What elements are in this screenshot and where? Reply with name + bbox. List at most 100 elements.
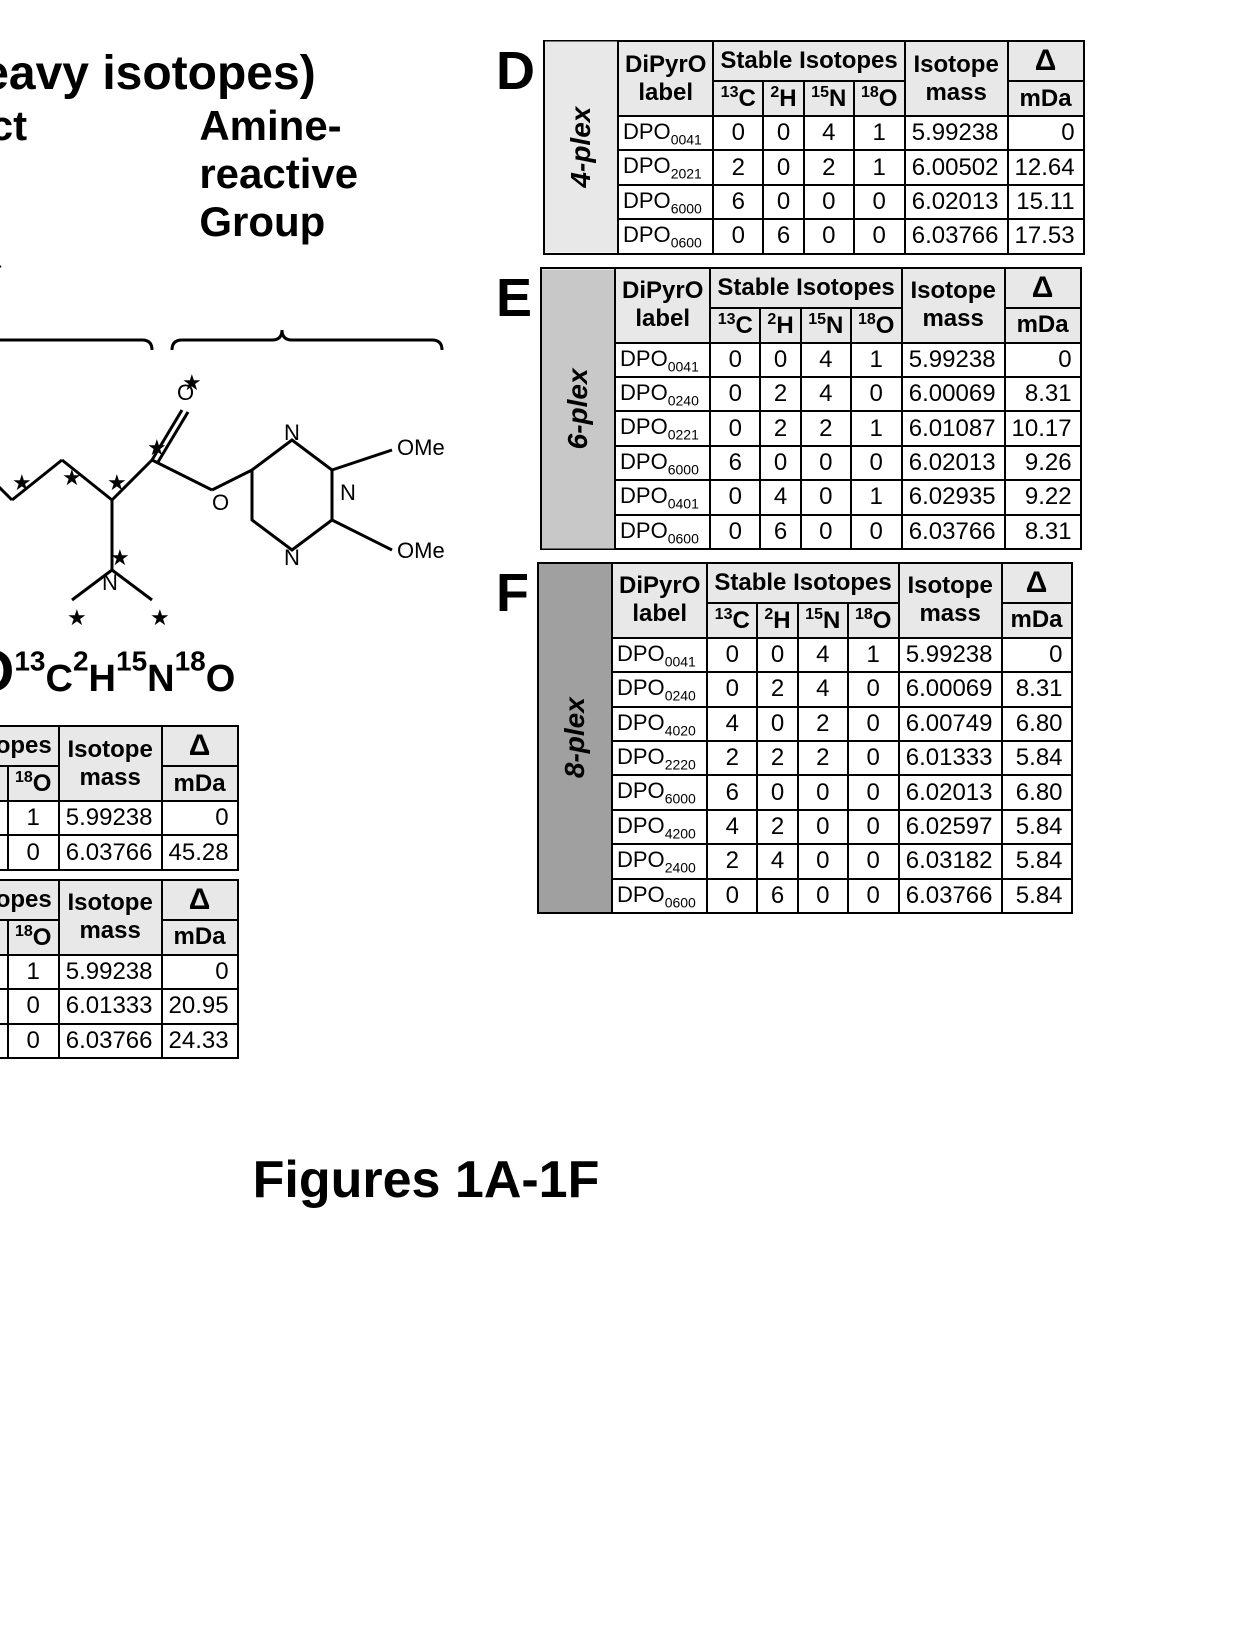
cell-label: DPO0221 (615, 411, 710, 445)
cell-label: DPO6000 (615, 446, 710, 480)
cell-mass: 5.99238 (905, 116, 1008, 150)
cell-c13: 4 (707, 707, 757, 741)
cell-mass: 6.02013 (905, 185, 1008, 219)
panel-a-title: DiPyrO6 (6 heavy isotopes) (0, 43, 316, 101)
cell-mass: 6.03766 (59, 835, 162, 869)
cell-o18: 0 (848, 810, 899, 844)
col-mda: mDa (1005, 308, 1081, 343)
col-stable: Stable Isotopes (713, 41, 904, 81)
cell-label: DPO2220 (612, 741, 707, 775)
cell-c13: 0 (707, 672, 757, 706)
cell-label: DPO6000 (612, 775, 707, 809)
plex-header: 8-plex (538, 563, 612, 913)
col-dipyro: DiPyrOlabel (618, 41, 713, 116)
cell-mass: 6.00749 (899, 707, 1002, 741)
table-8plex: 8-plexDiPyrOlabelStable IsotopesIsotopem… (537, 562, 1073, 914)
dpo-formula: DPO13C2H15N18O (0, 638, 472, 705)
cell-h2: 0 (757, 638, 798, 672)
cell-h2: 0 (763, 185, 804, 219)
cell-c13: 0 (713, 219, 763, 253)
cell-delta: 9.26 (1005, 446, 1081, 480)
cell-o18: 0 (8, 835, 59, 869)
cell-n15: 0 (804, 219, 854, 253)
cell-n15: 0 (0, 835, 8, 869)
cell-n15: 4 (0, 801, 8, 835)
col-mass: Isotopemass (59, 726, 162, 801)
cell-h2: 4 (757, 844, 798, 878)
cell-delta: 17.53 (1008, 219, 1084, 253)
svg-text:★: ★ (182, 370, 202, 395)
plex-header: 4-plex (544, 41, 618, 254)
cell-c13: 6 (707, 775, 757, 809)
cell-o18: 1 (851, 343, 902, 377)
svg-text:★: ★ (67, 605, 87, 630)
table-row: DPO004100415.992380 (544, 116, 1084, 150)
cell-c13: 2 (707, 844, 757, 878)
cell-c13: 0 (707, 879, 757, 913)
cell-h2: 0 (760, 343, 801, 377)
cell-o18: 0 (848, 775, 899, 809)
table-row: DPO004100415.992380 (538, 638, 1072, 672)
cell-mass: 6.02013 (899, 775, 1002, 809)
cell-mass: 6.00502 (905, 150, 1008, 184)
cell-o18: 1 (8, 955, 59, 989)
cell-c13: 0 (707, 638, 757, 672)
col-o18: 18O (848, 603, 899, 638)
svg-text:N: N (284, 545, 300, 570)
table-row: DPO222022206.0133320.95 (0, 989, 238, 1023)
table-row: DPO024002406.000698.31 (541, 377, 1081, 411)
table-row: DPO600060006.020136.80 (538, 775, 1072, 809)
cell-label: DPO0041 (618, 116, 713, 150)
right-column: D 4-plexDiPyrOlabelStable IsotopesIsotop… (496, 40, 1200, 1059)
cell-o18: 0 (851, 515, 902, 549)
col-n15: 15N (801, 308, 851, 343)
cell-c13: 0 (710, 411, 760, 445)
cell-o18: 0 (848, 844, 899, 878)
table-row: DPO240024006.031825.84 (538, 844, 1072, 878)
panel-f-letter: F (496, 562, 529, 624)
cell-label: DPO4020 (612, 707, 707, 741)
cell-o18: 0 (848, 879, 899, 913)
cell-h2: 2 (760, 377, 801, 411)
cell-o18: 0 (848, 741, 899, 775)
cell-h2: 0 (763, 116, 804, 150)
cell-o18: 1 (854, 150, 905, 184)
cell-delta: 0 (1002, 638, 1072, 672)
svg-text:N: N (340, 480, 356, 505)
table-row: DPO004100415.992380 (541, 343, 1081, 377)
svg-text:★: ★ (107, 470, 127, 495)
cell-o18: 0 (8, 989, 59, 1023)
cell-o18: 0 (848, 672, 899, 706)
cell-o18: 0 (851, 377, 902, 411)
cell-o18: 0 (851, 446, 902, 480)
cell-h2: 0 (763, 150, 804, 184)
cell-o18: 1 (851, 411, 902, 445)
cell-n15: 2 (798, 741, 848, 775)
cell-o18: 1 (851, 480, 902, 514)
cell-mass: 6.02597 (899, 810, 1002, 844)
cell-c13: 0 (710, 377, 760, 411)
cell-delta: 5.84 (1002, 879, 1072, 913)
cell-label: DPO0240 (612, 672, 707, 706)
col-delta: Δ (1008, 41, 1084, 81)
svg-text:★: ★ (110, 545, 130, 570)
cell-label: DPO0041 (612, 638, 707, 672)
cell-delta: 20.95 (162, 989, 238, 1023)
cell-mass: 6.03766 (902, 515, 1005, 549)
cell-mass: 6.01087 (902, 411, 1005, 445)
cell-delta: 9.22 (1005, 480, 1081, 514)
col-mda: mDa (162, 920, 238, 955)
col-n15: 15N (804, 81, 854, 116)
cell-mass: 6.00069 (899, 672, 1002, 706)
cell-delta: 0 (1005, 343, 1081, 377)
table-row: DPO060006006.037668.31 (541, 515, 1081, 549)
cell-mass: 5.99238 (59, 801, 162, 835)
cell-c13: 4 (707, 810, 757, 844)
cell-label: DPO4200 (612, 810, 707, 844)
panel-e-letter: E (496, 267, 532, 329)
col-c13: 13C (707, 603, 757, 638)
table-row: DPO060006006.0376617.53 (544, 219, 1084, 253)
cell-label: DPO0401 (615, 480, 710, 514)
col-stable: Stable Isotopes (710, 268, 901, 308)
cell-delta: 6.80 (1002, 775, 1072, 809)
